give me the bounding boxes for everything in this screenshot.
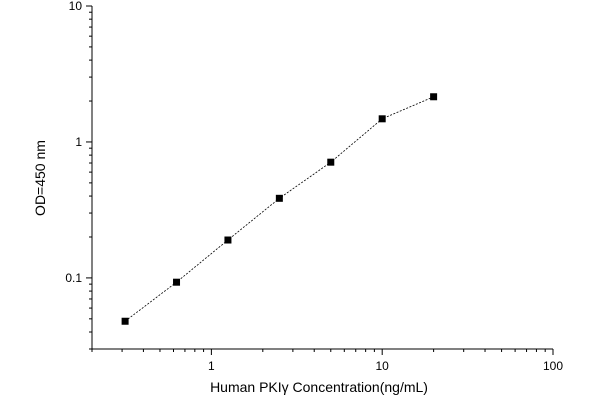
y-tick-label: 1	[75, 135, 82, 149]
x-tick-label: 100	[543, 359, 563, 373]
data-point	[327, 158, 335, 166]
y-tick-label: 10	[69, 0, 83, 13]
series-line	[124, 96, 434, 322]
y-axis-title: OD=450 nm	[32, 140, 48, 216]
data-point	[173, 278, 181, 286]
data-point	[430, 93, 438, 101]
x-tick-label: 1	[208, 359, 215, 373]
x-tick-label: 10	[376, 359, 390, 373]
x-axis-title: Human PKIγ Concentration(ng/mL)	[210, 379, 428, 395]
axes	[91, 6, 553, 350]
data-point	[121, 317, 129, 325]
data-series	[121, 93, 438, 325]
data-point	[224, 236, 232, 244]
y-tick-label: 0.1	[65, 271, 82, 285]
data-point	[275, 194, 283, 202]
ticks: 1 10 100 0.1 1 10	[65, 0, 563, 373]
data-point	[378, 115, 386, 123]
